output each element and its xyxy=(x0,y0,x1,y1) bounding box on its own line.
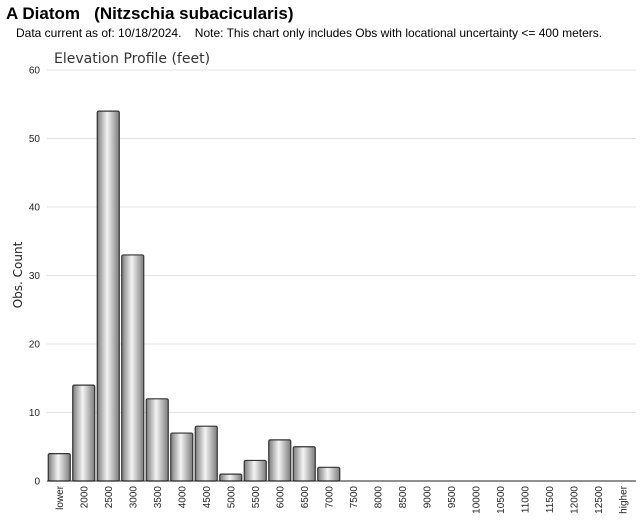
x-tick-label: 6000 xyxy=(275,486,286,509)
bar xyxy=(317,466,341,482)
x-tick-label: 5000 xyxy=(226,486,237,509)
x-tick-label: 2000 xyxy=(79,486,90,509)
bars xyxy=(47,110,341,482)
x-tick-label: 9000 xyxy=(422,486,433,509)
x-tick-label: 9500 xyxy=(447,486,458,509)
x-axis-ticks: lower 2000 2500 3000 3500 4000 4500 5000 5500 600… xyxy=(55,485,630,513)
y-tick-label: 60 xyxy=(29,66,41,77)
y-tick-label: 20 xyxy=(29,340,41,351)
bar xyxy=(121,254,145,482)
data-note: Data current as of: 10/18/2024. Note: Th… xyxy=(16,26,603,40)
x-tick-label: 3000 xyxy=(128,486,139,509)
x-tick-label: 11000 xyxy=(520,486,531,514)
x-tick-label: 6500 xyxy=(300,486,311,509)
x-tick-label: 7500 xyxy=(349,486,360,509)
y-axis-label: Obs. Count xyxy=(11,241,25,308)
bar xyxy=(292,446,316,482)
x-tick-label: lower xyxy=(55,485,66,510)
x-tick-label: 4000 xyxy=(177,486,188,509)
bar xyxy=(243,459,267,482)
x-tick-label: 12500 xyxy=(594,486,605,514)
x-tick-label: 3500 xyxy=(153,486,164,509)
y-tick-label: 50 xyxy=(29,134,41,145)
bar xyxy=(194,425,218,482)
bar xyxy=(219,473,243,482)
chart-title: Elevation Profile (feet) xyxy=(54,51,210,67)
x-tick-label: 12000 xyxy=(569,486,580,514)
x-tick-label: higher xyxy=(618,485,629,513)
y-tick-label: 40 xyxy=(29,203,41,214)
bar xyxy=(96,110,120,482)
y-tick-label: 0 xyxy=(34,477,40,488)
x-tick-label: 8500 xyxy=(398,486,409,509)
bar xyxy=(145,398,169,482)
x-tick-label: 8000 xyxy=(373,486,384,509)
y-tick-label: 30 xyxy=(29,271,41,282)
page-title: A Diatom (Nitzschia subacicularis) xyxy=(6,4,294,23)
x-tick-label: 10000 xyxy=(471,486,482,514)
x-tick-label: 5500 xyxy=(251,486,262,509)
x-tick-label: 11500 xyxy=(545,486,556,514)
x-tick-label: 2500 xyxy=(104,486,115,509)
x-tick-label: 10500 xyxy=(496,486,507,514)
bar xyxy=(72,384,96,482)
grid-lines xyxy=(47,69,636,413)
bar xyxy=(170,432,194,482)
y-tick-label: 10 xyxy=(29,408,41,419)
bar xyxy=(268,439,292,482)
y-axis-ticks: 0 10 20 30 40 50 60 xyxy=(29,66,41,488)
x-tick-label: 7000 xyxy=(324,486,335,509)
x-tick-label: 4500 xyxy=(202,486,213,509)
bar xyxy=(47,453,71,482)
